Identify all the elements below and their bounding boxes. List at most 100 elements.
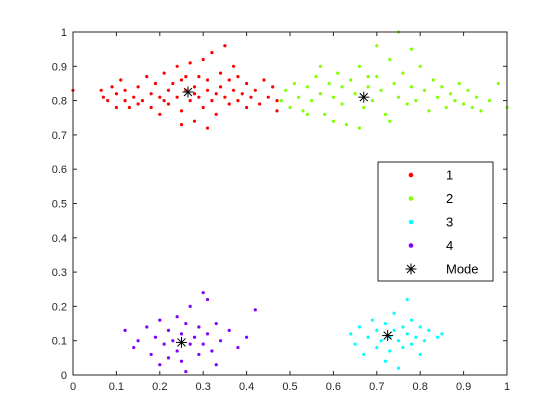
data-point [496, 81, 500, 86]
data-point [462, 102, 466, 106]
y-tick-label: 0.1 [52, 336, 67, 348]
legend-label: 2 [446, 191, 453, 206]
data-point [123, 328, 127, 333]
data-point [362, 352, 366, 357]
data-point [253, 308, 257, 312]
x-tick-label: 0.4 [239, 381, 254, 393]
data-point [201, 57, 205, 62]
series-4 [123, 291, 257, 374]
data-point [136, 85, 140, 89]
x-tick-label: 0 [70, 381, 76, 393]
data-point [175, 64, 179, 68]
data-point [136, 339, 140, 343]
data-point [218, 71, 223, 75]
data-point [136, 102, 140, 106]
data-point [414, 335, 418, 339]
data-point [179, 78, 184, 82]
y-tick-label: 0.8 [52, 96, 67, 108]
data-point [418, 325, 422, 329]
y-tick-label: 0.7 [52, 130, 67, 142]
data-point [331, 95, 335, 99]
data-point [275, 99, 279, 103]
data-point [179, 332, 184, 336]
data-point [153, 335, 158, 339]
data-point [245, 335, 249, 339]
data-point [218, 85, 223, 89]
data-point [353, 342, 357, 346]
data-point [440, 332, 444, 336]
data-point [457, 81, 461, 86]
data-point [366, 335, 370, 339]
mode-marker [182, 86, 194, 98]
data-point [236, 74, 240, 79]
data-point [258, 102, 262, 106]
data-point [223, 44, 227, 48]
legend-entries: 1 2 3 4 Mode [405, 168, 479, 277]
data-point [401, 345, 405, 350]
data-point [488, 99, 492, 103]
data-point [114, 92, 118, 96]
data-point [366, 85, 370, 89]
data-point [158, 95, 162, 99]
legend-entry-mode: Mode [405, 262, 479, 277]
x-tick-label: 0.7 [369, 381, 384, 393]
data-point [132, 345, 136, 350]
data-point [392, 81, 396, 86]
data-point [370, 318, 375, 322]
legend-label: Mode [446, 262, 479, 277]
data-point [305, 85, 309, 89]
axis-layer: 0 0.1 0.2 0.3 0.4 0.5 0.6 0.7 0.8 0.9 1 0 0.1 0.2 0.3 0… [52, 27, 510, 393]
data-point [266, 95, 270, 99]
data-point [418, 64, 422, 68]
y-tick-label: 0.4 [52, 233, 67, 245]
data-point [179, 123, 184, 127]
data-point [179, 109, 184, 113]
data-point [422, 88, 427, 92]
data-point [184, 321, 188, 326]
data-point [201, 291, 205, 295]
data-point [162, 71, 166, 75]
data-point [223, 95, 227, 99]
data-point [101, 95, 105, 99]
data-point [149, 92, 153, 96]
data-point [171, 339, 175, 343]
data-point [145, 325, 149, 329]
data-point [336, 71, 340, 75]
x-tick-label: 0.6 [326, 381, 341, 393]
data-point [279, 99, 283, 103]
mode-marker [176, 336, 187, 348]
data-point [349, 332, 353, 336]
data-point [318, 64, 322, 68]
data-point [401, 325, 405, 329]
data-point [353, 92, 357, 96]
data-point [162, 99, 166, 103]
data-point [192, 92, 197, 96]
data-point [245, 81, 249, 86]
data-point [205, 78, 210, 82]
data-point [409, 318, 414, 322]
data-point [466, 88, 470, 92]
data-point [231, 64, 236, 68]
data-point [214, 363, 218, 367]
data-point [106, 99, 110, 103]
series-2 [279, 30, 509, 130]
x-tick-label: 0.8 [413, 381, 428, 393]
data-point [210, 99, 214, 103]
data-point [318, 92, 322, 96]
data-point [214, 112, 218, 116]
data-point [392, 311, 396, 315]
data-point [357, 126, 362, 130]
data-point [99, 88, 103, 92]
legend-mode-marker [405, 263, 417, 275]
data-point [435, 95, 440, 99]
data-point [253, 88, 257, 92]
data-point [357, 325, 362, 329]
series-3 [349, 297, 444, 370]
data-point [401, 71, 405, 75]
data-point [379, 339, 383, 343]
data-point [192, 85, 197, 89]
data-point [114, 105, 118, 110]
data-point [288, 105, 292, 110]
y-tick-label: 0.5 [52, 199, 67, 211]
